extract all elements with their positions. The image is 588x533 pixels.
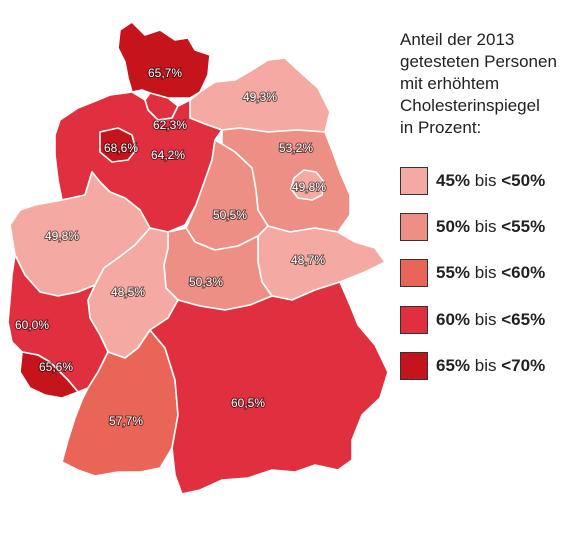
label-hamburg: 62,3%: [153, 118, 187, 132]
label-thueringen: 50,3%: [189, 275, 223, 289]
legend-item-45-50: 45% bis <50%: [400, 166, 545, 196]
legend-swatch: [400, 352, 428, 380]
legend-title-line: Anteil der 2013: [400, 30, 515, 49]
germany-map: 65,7% 62,3% 49,3% 68,6% 64,2% 53,2% 49,8…: [7, 21, 389, 495]
legend-swatch: [400, 306, 428, 334]
legend-item-60-65: 60% bis <65%: [400, 305, 545, 335]
label-sachsen: 48,7%: [291, 253, 325, 267]
label-bremen: 68,6%: [104, 141, 138, 155]
legend-item-50-55: 50% bis <55%: [400, 212, 545, 242]
label-baden-wuerttemberg: 57,7%: [109, 414, 143, 428]
label-berlin: 49,8%: [292, 180, 326, 194]
label-mecklenburg-vorpommern: 49,3%: [243, 90, 277, 104]
legend-item-65-70: 65% bis <70%: [400, 351, 545, 381]
legend-title: Anteil der 2013 getesteten Personen mit …: [400, 29, 585, 139]
legend-title-line: Cholesterinspiegel: [400, 96, 540, 115]
label-brandenburg: 53,2%: [279, 141, 313, 155]
region-baden-wuerttemberg[interactable]: [61, 329, 179, 477]
legend-swatch: [400, 213, 428, 241]
legend-label: 50% bis <55%: [436, 217, 546, 236]
label-sachsen-anhalt: 50,5%: [213, 208, 247, 222]
label-rheinland-pfalz: 60,0%: [15, 318, 49, 332]
label-bayern: 60,5%: [231, 396, 265, 410]
label-schleswig-holstein: 65,7%: [148, 66, 182, 80]
region-saarland[interactable]: [19, 351, 79, 399]
label-saarland: 65,6%: [39, 360, 73, 374]
legend-swatch: [400, 259, 428, 287]
legend-title-line: getesteten Personen: [400, 52, 557, 71]
region-bremen[interactable]: [99, 127, 137, 163]
legend-label: 65% bis <70%: [436, 356, 546, 375]
label-niedersachsen: 64,2%: [151, 148, 185, 162]
region-bayern[interactable]: [149, 281, 389, 495]
legend-title-line: mit erhöhtem: [400, 74, 500, 93]
legend-label: 45% bis <50%: [436, 171, 546, 190]
legend-label: 55% bis <60%: [436, 263, 546, 282]
legend-title-line: in Prozent:: [400, 118, 482, 137]
region-berlin[interactable]: [290, 169, 325, 201]
legend-item-55-60: 55% bis <60%: [400, 258, 545, 288]
label-hessen: 48,5%: [111, 285, 145, 299]
legend-swatch: [400, 167, 428, 195]
region-schleswig-holstein[interactable]: [117, 21, 211, 99]
legend-label: 60% bis <65%: [436, 310, 546, 329]
label-nordrhein-westfalen: 49,8%: [45, 229, 79, 243]
